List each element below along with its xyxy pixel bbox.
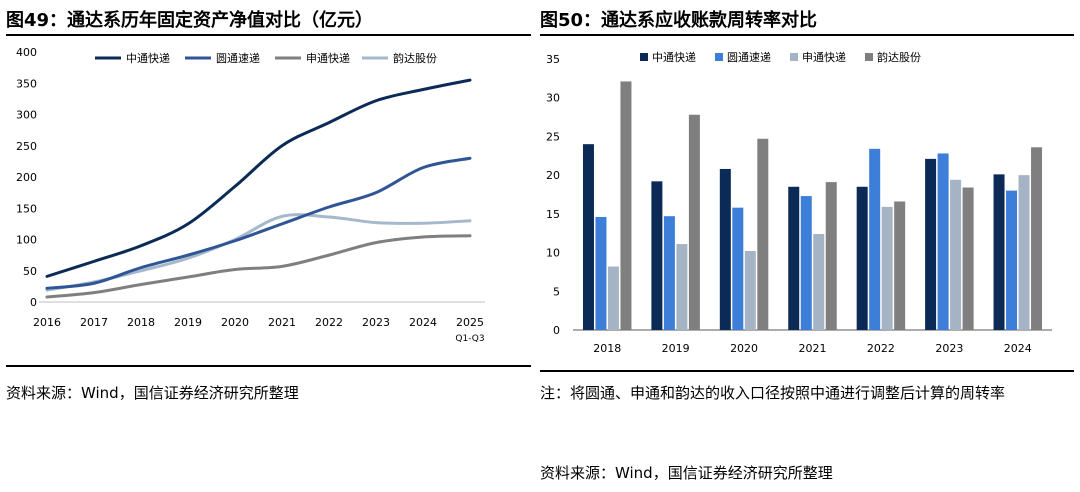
- right-title-rule: [540, 34, 1074, 36]
- bar: [881, 206, 893, 330]
- legend-label: 圆通速递: [216, 51, 260, 65]
- y-tick-label: 30: [546, 92, 560, 105]
- y-tick-label: 200: [16, 171, 37, 184]
- y-tick-label: 150: [16, 202, 37, 215]
- left-chart-title: 图49：通达系历年固定资产净值对比（亿元）: [6, 10, 374, 31]
- bar: [757, 138, 769, 330]
- y-tick-label: 400: [16, 46, 37, 59]
- y-tick-label: 100: [16, 234, 37, 247]
- line-series: [45, 156, 472, 290]
- y-tick-label: 300: [16, 109, 37, 122]
- x-tick-label: 2019: [662, 342, 690, 355]
- legend-label: 圆通速递: [727, 50, 771, 64]
- x-tick-label: 2020: [221, 316, 249, 329]
- y-tick-label: 350: [16, 77, 37, 90]
- bar-chart: 0 5 10 15 20 25 30 35 2018 2019 2020 2021 2022 2023 20…: [546, 50, 1052, 355]
- bar: [825, 182, 837, 330]
- legend-swatch: [790, 53, 798, 61]
- bar: [651, 181, 663, 330]
- bar: [1018, 175, 1030, 330]
- bar: [813, 233, 825, 330]
- y-tick-label: 20: [546, 169, 560, 182]
- x-tick-label: 2025: [456, 316, 484, 329]
- bar: [1031, 147, 1043, 330]
- right-source-rule: [540, 370, 1074, 372]
- bar: [962, 187, 974, 330]
- x-tick-label: 2022: [315, 316, 343, 329]
- bar: [676, 244, 688, 330]
- x-tick-label: 2023: [362, 316, 390, 329]
- bar: [688, 114, 700, 331]
- bar: [719, 168, 731, 330]
- x-tick-label: 2016: [33, 316, 61, 329]
- y-tick-label: 0: [553, 324, 560, 337]
- y-tick-label: 35: [546, 53, 560, 66]
- legend-swatch: [640, 53, 648, 61]
- y-tick-label: 0: [30, 296, 37, 309]
- bar: [894, 201, 906, 330]
- legend-label: 韵达股份: [877, 50, 921, 64]
- x-tick-label: 2020: [730, 342, 758, 355]
- line-series: [45, 78, 472, 278]
- bar: [663, 216, 675, 330]
- x-tick-label: 2018: [127, 316, 155, 329]
- bar: [937, 153, 949, 330]
- bar: [620, 81, 632, 330]
- x-tick-label: 2019: [174, 316, 202, 329]
- legend-swatch: [715, 53, 723, 61]
- legend-label: 中通快递: [126, 51, 170, 65]
- bar: [869, 148, 881, 330]
- y-tick-label: 25: [546, 130, 560, 143]
- y-tick-label: 15: [546, 208, 560, 221]
- left-source-text: 资料来源：Wind，国信证券经济研究所整理: [6, 384, 299, 402]
- y-tick-label: 5: [553, 285, 560, 298]
- bar: [993, 174, 1005, 330]
- bar: [950, 179, 962, 330]
- bar: [788, 186, 800, 330]
- x-tick-label: 2021: [268, 316, 296, 329]
- bar: [595, 216, 607, 330]
- left-title-rule: [6, 34, 531, 36]
- x-tick-label: 2017: [80, 316, 108, 329]
- bar: [856, 186, 868, 330]
- right-chart-title: 图50：通达系应收账款周转率对比: [540, 10, 818, 31]
- x-tick-label: 2021: [799, 342, 827, 355]
- bar: [925, 158, 937, 330]
- x-tick-label: 2024: [409, 316, 437, 329]
- bar: [800, 196, 812, 330]
- line-series: [45, 234, 472, 299]
- bar: [607, 266, 619, 330]
- x-tick-label: 2018: [593, 342, 621, 355]
- legend-label: 韵达股份: [393, 51, 437, 65]
- right-source-text: 资料来源：Wind，国信证券经济研究所整理: [540, 464, 833, 482]
- bar: [732, 207, 744, 330]
- right-note-text: 注：将圆通、申通和韵达的收入口径按照中通进行调整后计算的周转率: [540, 384, 1006, 402]
- bar: [744, 251, 756, 330]
- y-tick-label: 250: [16, 140, 37, 153]
- legend-label: 申通快递: [802, 50, 846, 64]
- x-tick-label: 2023: [935, 342, 963, 355]
- x-tick-label: 2022: [867, 342, 895, 355]
- y-tick-label: 50: [23, 265, 37, 278]
- legend-label: 申通快递: [306, 51, 350, 65]
- legend-label: 中通快递: [652, 50, 696, 64]
- y-tick-label: 10: [546, 247, 560, 260]
- line-chart: 0 50 100 150 200 250 300 350 400 2016 2017 2018 2019…: [16, 46, 485, 344]
- x-tick-sublabel: Q1-Q3: [455, 334, 484, 344]
- x-tick-label: 2024: [1004, 342, 1032, 355]
- bar: [582, 144, 594, 330]
- left-source-rule: [6, 365, 531, 367]
- bar: [1006, 190, 1018, 330]
- legend-swatch: [865, 53, 873, 61]
